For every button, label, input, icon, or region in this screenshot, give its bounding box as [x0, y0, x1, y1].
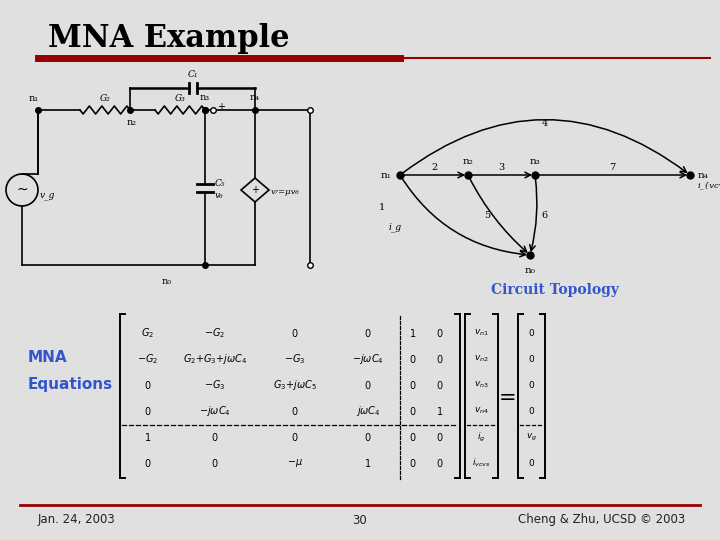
Text: $-j\omega C_4$: $-j\omega C_4$ — [352, 352, 384, 366]
Text: $-G_3$: $-G_3$ — [284, 352, 306, 366]
Text: 7: 7 — [609, 163, 616, 172]
Text: 2: 2 — [431, 163, 437, 172]
Text: C₅: C₅ — [215, 179, 225, 188]
Text: G₂: G₂ — [99, 94, 110, 103]
Text: 30: 30 — [353, 514, 367, 526]
Text: $-G_2$: $-G_2$ — [138, 352, 158, 366]
Text: $0$: $0$ — [144, 457, 152, 469]
Text: $0$: $0$ — [292, 327, 299, 339]
Text: $G_3{+}j\omega C_5$: $G_3{+}j\omega C_5$ — [273, 378, 317, 392]
Text: n₁: n₁ — [29, 94, 39, 103]
Text: $0$: $0$ — [528, 406, 535, 416]
Text: n₃: n₃ — [530, 157, 541, 166]
Text: ~: ~ — [16, 183, 28, 197]
Text: $1$: $1$ — [364, 457, 372, 469]
Text: n₂: n₂ — [127, 118, 137, 127]
Text: $0$: $0$ — [409, 431, 417, 443]
Text: $-j\omega C_4$: $-j\omega C_4$ — [199, 404, 231, 418]
Text: $0$: $0$ — [436, 431, 444, 443]
Text: =: = — [499, 388, 517, 408]
Text: $0$: $0$ — [364, 431, 372, 443]
Text: $1$: $1$ — [436, 405, 444, 417]
Text: $i_{vcvs}$: $i_{vcvs}$ — [472, 457, 491, 469]
Text: n₃: n₃ — [200, 93, 210, 102]
Text: MNA Example: MNA Example — [48, 23, 289, 53]
Text: $v_{n1}$: $v_{n1}$ — [474, 328, 489, 338]
Text: $0$: $0$ — [436, 353, 444, 365]
Text: $0$: $0$ — [409, 405, 417, 417]
Text: $0$: $0$ — [409, 353, 417, 365]
Text: C₁: C₁ — [187, 70, 198, 79]
Text: v_g: v_g — [40, 191, 55, 199]
Text: $0$: $0$ — [292, 431, 299, 443]
Text: n₀: n₀ — [525, 266, 536, 275]
Text: $0$: $0$ — [436, 379, 444, 391]
Text: $1$: $1$ — [145, 431, 152, 443]
Text: 4: 4 — [542, 118, 548, 127]
Text: 1: 1 — [379, 202, 385, 212]
Text: $0$: $0$ — [528, 457, 535, 469]
Text: +: + — [251, 185, 259, 195]
Text: v₆: v₆ — [215, 191, 224, 200]
Text: $j\omega C_4$: $j\omega C_4$ — [356, 404, 380, 418]
Text: n₄: n₄ — [698, 171, 709, 179]
Text: $0$: $0$ — [144, 405, 152, 417]
Text: Jan. 24, 2003: Jan. 24, 2003 — [38, 514, 116, 526]
Text: G₃: G₃ — [174, 94, 186, 103]
Text: $0$: $0$ — [292, 405, 299, 417]
Text: $G_2$: $G_2$ — [141, 326, 155, 340]
Text: 6: 6 — [541, 211, 548, 219]
Text: $0$: $0$ — [409, 457, 417, 469]
Text: $0$: $0$ — [528, 380, 535, 390]
Text: $v_{n2}$: $v_{n2}$ — [474, 354, 489, 364]
Text: i_{vcvs}: i_{vcvs} — [698, 181, 720, 189]
Text: +: + — [217, 102, 225, 112]
Text: i_g: i_g — [388, 222, 402, 232]
Text: $0$: $0$ — [144, 379, 152, 391]
Text: MNA: MNA — [28, 350, 68, 366]
Text: $-\mu$: $-\mu$ — [287, 457, 303, 469]
Text: Circuit Topology: Circuit Topology — [491, 283, 619, 297]
Text: Equations: Equations — [28, 377, 113, 393]
Text: $0$: $0$ — [211, 431, 219, 443]
Text: n₁: n₁ — [381, 171, 392, 179]
Text: $0$: $0$ — [409, 379, 417, 391]
Text: $0$: $0$ — [528, 354, 535, 364]
Text: $0$: $0$ — [211, 457, 219, 469]
Text: $0$: $0$ — [436, 327, 444, 339]
Text: $0$: $0$ — [364, 379, 372, 391]
Text: $1$: $1$ — [410, 327, 417, 339]
Text: $0$: $0$ — [436, 457, 444, 469]
Text: Cheng & Zhu, UCSD © 2003: Cheng & Zhu, UCSD © 2003 — [518, 514, 685, 526]
Text: $G_2{+}G_3{+}j\omega C_4$: $G_2{+}G_3{+}j\omega C_4$ — [183, 352, 247, 366]
Text: n₀: n₀ — [161, 277, 171, 286]
Text: $-G_2$: $-G_2$ — [204, 326, 225, 340]
Text: v₇=μv₆: v₇=μv₆ — [271, 188, 300, 196]
Text: $v_{n3}$: $v_{n3}$ — [474, 380, 489, 390]
Text: 3: 3 — [498, 163, 505, 172]
Text: $i_g$: $i_g$ — [477, 430, 486, 443]
Text: n₂: n₂ — [462, 157, 474, 166]
Text: n₄: n₄ — [250, 93, 260, 102]
Text: $0$: $0$ — [528, 327, 535, 339]
Text: $0$: $0$ — [364, 327, 372, 339]
Text: $-G_3$: $-G_3$ — [204, 378, 226, 392]
Text: $v_g$: $v_g$ — [526, 431, 537, 443]
Text: 5: 5 — [484, 211, 490, 219]
Text: $v_{n4}$: $v_{n4}$ — [474, 406, 489, 416]
